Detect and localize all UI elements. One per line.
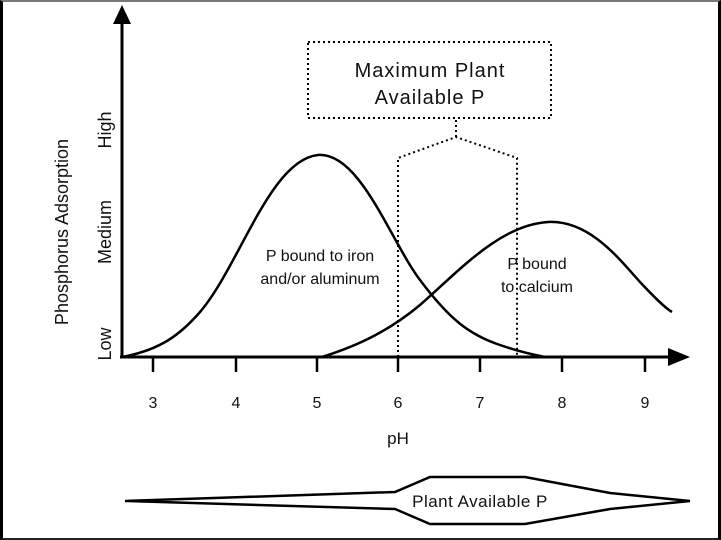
y-level-high: High	[95, 111, 115, 148]
x-tick-8: 8	[558, 395, 567, 412]
calcium-label-line1: P bound	[507, 256, 566, 273]
x-tick-4: 4	[232, 395, 241, 412]
iron-aluminum-curve	[121, 153, 546, 359]
max-box-line1: Maximum Plant	[355, 60, 506, 82]
calcium-curve	[321, 220, 673, 359]
y-axis-title: Phosphorus Adsorption	[52, 139, 72, 325]
iron-label-line2: and/or aluminum	[260, 271, 379, 288]
calcium-label-line2: to calcium	[501, 279, 573, 296]
y-axis	[113, 5, 131, 358]
x-tick-7: 7	[476, 395, 485, 412]
plant-available-band	[124, 475, 691, 526]
x-axis	[120, 348, 690, 372]
y-axis-arrow-icon	[113, 5, 131, 24]
x-tick-6: 6	[394, 395, 403, 412]
x-tick-labels: 3 4 5 6 7 8 9	[149, 395, 650, 412]
plant-available-label: Plant Available P	[412, 492, 548, 511]
x-axis-title: pH	[387, 429, 409, 448]
y-level-low: Low	[95, 326, 115, 360]
x-tick-5: 5	[313, 395, 322, 412]
max-available-box	[307, 41, 552, 119]
y-level-medium: Medium	[95, 200, 115, 264]
x-tick-9: 9	[641, 395, 650, 412]
iron-label-line1: P bound to iron	[266, 248, 374, 265]
max-available-region	[397, 118, 518, 357]
x-axis-arrow-icon	[668, 348, 690, 366]
max-box-line2: Available P	[375, 87, 486, 109]
x-tick-3: 3	[149, 395, 158, 412]
